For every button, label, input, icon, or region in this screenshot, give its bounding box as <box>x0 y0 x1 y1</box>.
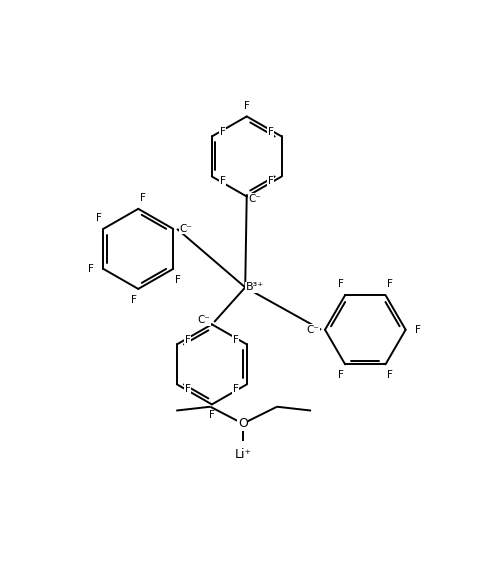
Text: Li⁺: Li⁺ <box>234 448 251 461</box>
Text: F: F <box>233 335 239 345</box>
Text: F: F <box>268 176 274 186</box>
Text: F: F <box>175 275 181 285</box>
Text: C⁻: C⁻ <box>306 325 319 335</box>
Text: F: F <box>140 193 146 203</box>
Text: C⁻: C⁻ <box>179 224 192 234</box>
Text: F: F <box>387 279 393 289</box>
Text: F: F <box>415 325 421 335</box>
Text: F: F <box>185 384 191 394</box>
Text: F: F <box>244 101 250 110</box>
Text: B³⁺: B³⁺ <box>245 282 263 293</box>
Text: F: F <box>220 176 226 186</box>
Text: F: F <box>131 295 137 305</box>
Text: F: F <box>209 410 215 420</box>
Text: C⁻: C⁻ <box>248 194 261 204</box>
Text: O: O <box>238 417 248 430</box>
Text: F: F <box>96 213 102 223</box>
Text: F: F <box>220 127 226 137</box>
Text: F: F <box>185 335 191 345</box>
Text: F: F <box>268 127 274 137</box>
Text: F: F <box>338 279 344 289</box>
Text: F: F <box>338 370 344 380</box>
Text: F: F <box>387 370 393 380</box>
Text: F: F <box>233 384 239 394</box>
Text: F: F <box>88 264 94 274</box>
Text: C⁻: C⁻ <box>198 315 210 325</box>
